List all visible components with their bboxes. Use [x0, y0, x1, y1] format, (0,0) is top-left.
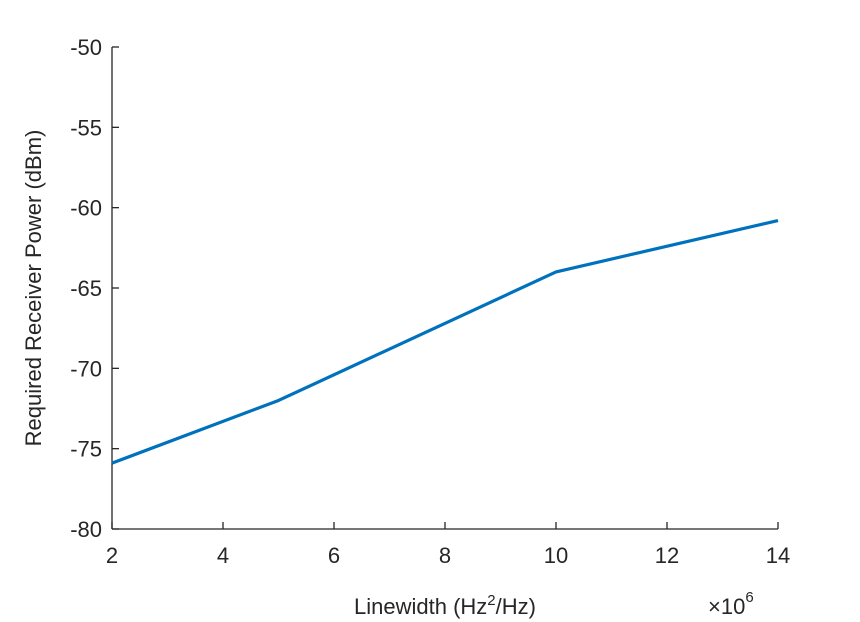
y-axis: -80 -75 -70 -65 -60 -55 -50 [70, 35, 119, 542]
y-ticks: -80 -75 -70 -65 -60 -55 -50 [70, 35, 119, 542]
x-axis-label-main: Linewidth (Hz [354, 594, 487, 619]
x-tick-label: 12 [655, 543, 679, 568]
x-tick-label: 10 [544, 543, 568, 568]
y-tick-label: -65 [70, 276, 102, 301]
y-tick-label: -50 [70, 35, 102, 60]
x-exponent-base: ×10 [708, 594, 745, 619]
x-axis-label-superscript: 2 [487, 592, 495, 609]
x-axis-label-tail: /Hz) [496, 594, 536, 619]
x-tick-label: 14 [766, 543, 790, 568]
x-ticks: 2 4 6 8 10 12 14 [106, 522, 790, 568]
series-line [111, 218, 779, 465]
x-exponent-power: 6 [745, 589, 753, 606]
y-tick-label: -60 [70, 196, 102, 221]
x-axis: 2 4 6 8 10 12 14 [106, 522, 790, 568]
x-tick-label: 8 [439, 543, 451, 568]
x-tick-label: 2 [106, 543, 118, 568]
y-tick-label: -75 [70, 437, 102, 462]
y-tick-label: -80 [70, 517, 102, 542]
x-tick-label: 6 [328, 543, 340, 568]
y-tick-label: -70 [70, 356, 102, 381]
y-axis-label: Required Receiver Power (dBm) [21, 130, 46, 447]
plot-series [111, 218, 779, 465]
y-tick-label: -55 [70, 115, 102, 140]
x-axis-label: Linewidth (Hz2/Hz) [354, 592, 536, 619]
x-exponent-label: ×106 [708, 589, 754, 619]
x-tick-label: 4 [217, 543, 229, 568]
